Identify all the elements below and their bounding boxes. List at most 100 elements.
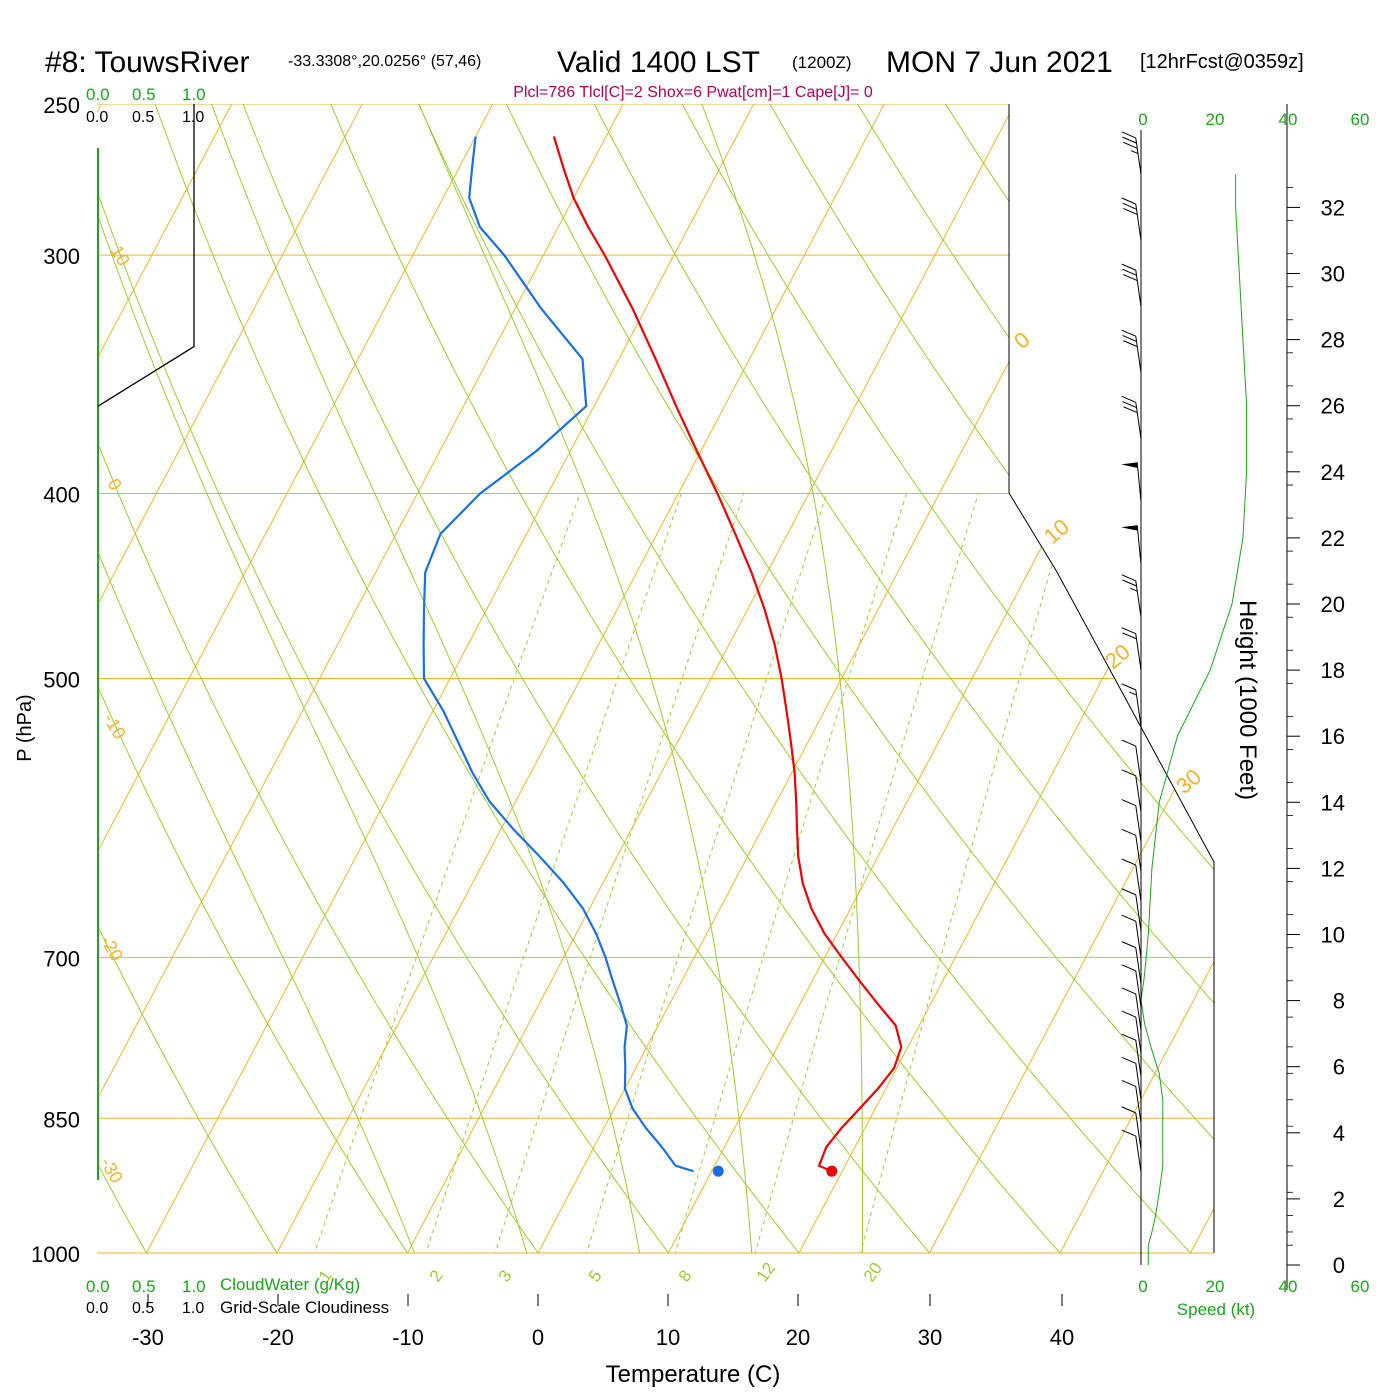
isotherm-line	[234, 104, 983, 1253]
wind-barb-staff	[1135, 137, 1142, 175]
mixing-ratio-label: 8	[675, 1267, 696, 1286]
wind-barb-feather	[1122, 136, 1137, 144]
mixing-ratio-line	[732, 493, 979, 1253]
x-tick-label: 40	[1050, 1325, 1074, 1350]
dry-adiabat-line	[576, 104, 1214, 1253]
wind-barb-feather	[1121, 1129, 1136, 1137]
cloudwater-label: CloudWater (g/Kg)	[220, 1275, 360, 1294]
wind-speed-profile	[1140, 174, 1248, 1265]
mixing-ratio-line	[287, 493, 581, 1253]
wind-barb-feather	[1121, 263, 1136, 271]
cloudwater-scale-top-0: 0.0	[86, 85, 110, 104]
background-lines	[97, 70, 1400, 1332]
isotherm-label: 10	[107, 242, 134, 269]
wind-barb-feather	[1121, 627, 1136, 635]
cloudiness-scale-top-1: 0.5	[132, 109, 154, 126]
isotherm-line	[97, 104, 200, 1253]
wind-barb-feather	[1121, 1010, 1136, 1018]
wind-barb-feather	[1123, 207, 1138, 215]
height-tick-label: 28	[1321, 328, 1345, 353]
wind-barb-pennant	[1121, 462, 1138, 468]
wind-barb-feather	[1121, 769, 1136, 777]
wind-barb	[1121, 197, 1142, 241]
isotherm-label: -20	[97, 932, 127, 965]
wind-barb-feather	[1121, 1056, 1136, 1064]
mixing-ratio-label: 12	[753, 1259, 779, 1285]
wind-barb-staff	[1135, 894, 1142, 932]
wind-barb	[1121, 1010, 1142, 1054]
dry-adiabat-line	[663, 104, 1214, 1253]
mixing-ratio-label: 5	[585, 1267, 606, 1286]
cloudiness-scale-bottom-2: 1.0	[182, 1300, 204, 1317]
mixing-ratio-line	[562, 493, 828, 1253]
wind-barb-half-feather	[1130, 150, 1139, 154]
isotherm-line	[104, 104, 852, 1253]
wind-barb-staff	[1136, 525, 1142, 565]
wind-barb	[1121, 574, 1142, 618]
isotherm-label: -10	[100, 710, 130, 743]
x-tick-label: -20	[262, 1325, 294, 1350]
wind-barb	[1121, 799, 1142, 843]
wind-barb-feather	[1121, 888, 1136, 896]
dry-adiabat-line	[97, 104, 730, 1253]
wind-barb	[1121, 914, 1142, 958]
wind-barb-staff	[1135, 1040, 1142, 1077]
cloudiness-scale-top-2: 1.0	[182, 109, 204, 126]
wind-barb-feather	[1121, 739, 1136, 747]
wind-barb-feather	[1121, 329, 1136, 337]
wind-barb-feather	[1121, 1079, 1136, 1087]
mixing-ratio-label: 20	[860, 1259, 886, 1285]
wind-barb-staff	[1135, 1063, 1142, 1100]
dry-adiabat-line	[489, 104, 1214, 1253]
dry-adiabat-line	[403, 104, 1214, 1253]
wind-barb	[1121, 1033, 1142, 1077]
wind-barb	[1121, 941, 1142, 985]
isotherm-line	[626, 104, 1214, 1253]
wind-barb-staff	[1135, 775, 1142, 813]
height-tick-label: 6	[1333, 1055, 1345, 1080]
dry-adiabat-line	[97, 104, 193, 1253]
wind-barb-feather	[1121, 828, 1136, 836]
dry-adiabat-line	[1358, 70, 1400, 1332]
cloudwater-scale-top-2: 1.0	[182, 85, 206, 104]
wind-barb-staff	[1135, 970, 1142, 1008]
isotherm-line	[1017, 104, 1214, 1253]
mixing-ratio-label: 3	[495, 1267, 516, 1286]
moist-adiabat-line	[97, 104, 445, 1253]
x-tick-label: 20	[786, 1325, 810, 1350]
diagram-right-border	[1008, 104, 1215, 1253]
wind-barb	[1121, 739, 1142, 783]
wind-barbs	[1121, 131, 1248, 1265]
x-tick-label: -10	[392, 1325, 424, 1350]
y-tick-label: 500	[43, 668, 80, 693]
wind-barb-staff	[1135, 805, 1142, 843]
wind-barb	[1121, 395, 1142, 439]
x-tick-label: -30	[132, 1325, 164, 1350]
speed-tick-top-3: 60	[1351, 110, 1370, 129]
mixing-ratio-line	[399, 493, 682, 1253]
wind-barb	[1121, 462, 1142, 502]
wind-barb-staff	[1135, 402, 1142, 439]
height-tick-label: 26	[1321, 394, 1345, 419]
height-axis-title: Height (1000 Feet)	[1234, 600, 1261, 800]
wind-barb-feather	[1122, 632, 1137, 640]
height-tick-label: 20	[1321, 592, 1345, 617]
cloudiness-scale-bottom-0: 0.0	[86, 1300, 108, 1317]
wind-barb-staff	[1135, 336, 1142, 373]
isotherm-line	[97, 104, 722, 1253]
wind-barb-feather	[1121, 858, 1136, 866]
wind-barb-staff	[1135, 921, 1142, 958]
wind-barb-staff	[1135, 1112, 1142, 1150]
wind-barb-feather	[1122, 334, 1137, 342]
moist-adiabat-line	[418, 104, 758, 1253]
cloudwater-scale-bottom-1: 0.5	[132, 1277, 156, 1296]
wind-barb-feather	[1121, 131, 1136, 139]
wind-barb	[1121, 131, 1142, 175]
wind-barb-staff	[1135, 689, 1142, 727]
wind-barb-feather	[1121, 941, 1136, 949]
dry-adiabat-line	[97, 104, 461, 1253]
wind-barb-feather	[1121, 1106, 1136, 1114]
wind-barb	[1121, 1056, 1142, 1100]
mixing-ratio-line	[469, 493, 745, 1253]
x-tick-label: 0	[532, 1325, 544, 1350]
